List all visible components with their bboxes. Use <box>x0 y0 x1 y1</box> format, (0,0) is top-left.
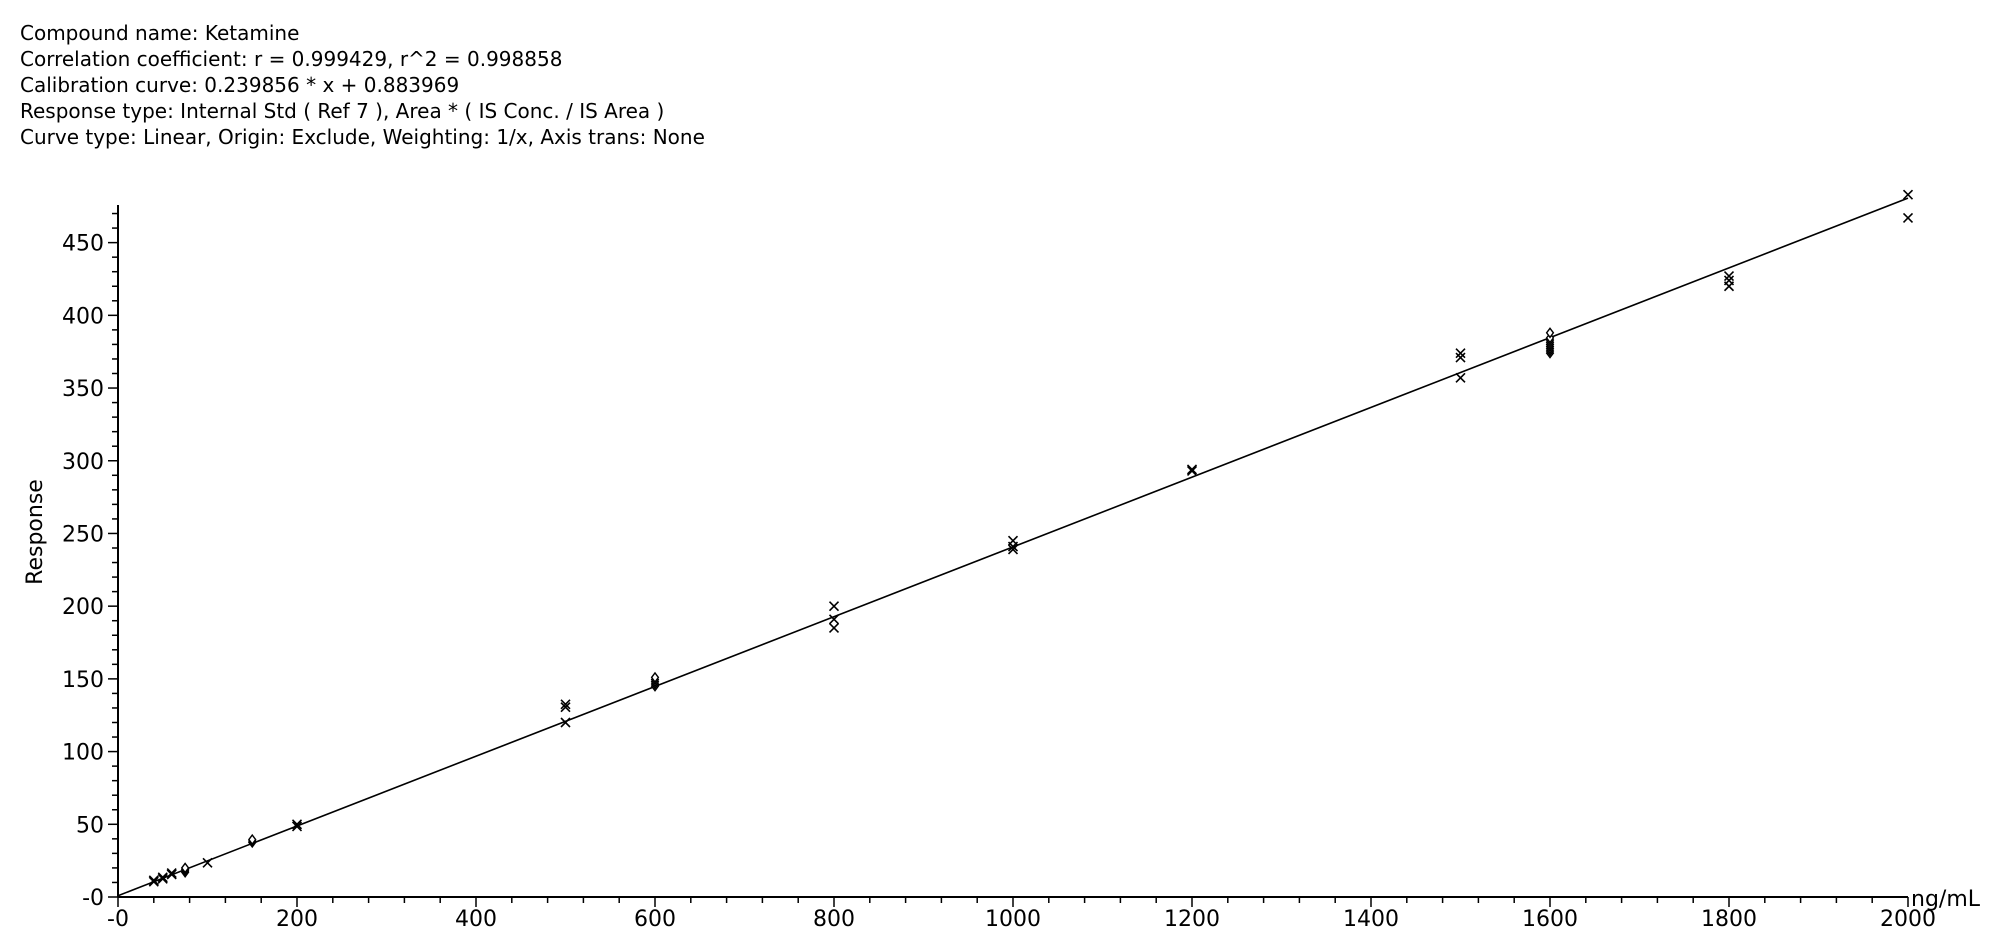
cross-marker <box>291 819 303 830</box>
cross-marker <box>828 614 840 625</box>
x-tick-label: 1000 <box>985 907 1041 932</box>
cross-marker <box>560 717 571 728</box>
diamond-marker <box>180 862 190 874</box>
cross-marker <box>1455 372 1466 383</box>
cross-marker <box>1902 189 1914 200</box>
y-tick-label: 400 <box>62 304 104 329</box>
y-tick-label: 350 <box>62 377 104 402</box>
x-tick-label: 1200 <box>1164 907 1220 932</box>
cross-marker <box>1186 464 1198 475</box>
curve-type: Curve type: Linear, Origin: Exclude, Wei… <box>20 125 705 149</box>
x-tick-label: 2000 <box>1880 907 1936 932</box>
x-tick-label: 1800 <box>1701 907 1757 932</box>
y-tick-label: 50 <box>76 813 104 838</box>
cross-marker <box>1455 352 1466 363</box>
response-type: Response type: Internal Std ( Ref 7 ), A… <box>20 99 665 123</box>
calibration-curve: Calibration curve: 0.239856 * x + 0.8839… <box>20 73 460 97</box>
cross-marker <box>202 857 213 868</box>
y-tick-label: 200 <box>62 595 104 620</box>
cross-marker <box>148 875 159 886</box>
y-tick-label: 100 <box>62 741 104 766</box>
cross-marker <box>157 872 168 883</box>
x-tick-label: -0 <box>107 907 129 932</box>
correlation-coefficient: Correlation coefficient: r = 0.999429, r… <box>20 47 563 71</box>
axes: -0 200 400 600 800 1000 1200 1400 1600 1800 2000 -0… <box>62 205 1936 932</box>
cross-marker <box>1723 271 1735 282</box>
chart-header: Compound name: Ketamine Correlation coef… <box>20 20 705 150</box>
diamond-marker <box>1545 327 1555 339</box>
compound-name: Compound name: Ketamine <box>20 21 300 45</box>
y-tick-label: 300 <box>62 450 104 475</box>
cross-marker <box>828 622 840 634</box>
cross-marker <box>1455 348 1466 359</box>
y-tick-label: 250 <box>62 522 104 547</box>
data-points <box>148 189 1914 887</box>
cross-marker <box>1723 275 1735 286</box>
cross-marker <box>1007 544 1019 555</box>
cross-marker <box>560 699 571 710</box>
cross-marker <box>1007 535 1019 546</box>
x-axis-label: ng/mL <box>1911 887 1981 912</box>
x-tick-label: 800 <box>813 907 855 932</box>
cross-marker <box>157 873 168 884</box>
cross-marker <box>828 601 840 612</box>
cross-marker <box>148 876 159 887</box>
diamond-marker <box>650 671 660 684</box>
diamond-marker <box>248 833 257 846</box>
cross-marker <box>1902 212 1914 223</box>
x-tick-label: 1600 <box>1522 907 1578 932</box>
y-tick-label: 450 <box>62 232 104 257</box>
cross-marker <box>166 869 177 880</box>
y-axis-label: Response <box>23 479 48 585</box>
x-tick-label: 600 <box>634 907 676 932</box>
x-tick-label: 1400 <box>1343 907 1399 932</box>
cross-marker <box>291 821 303 832</box>
cross-marker <box>1186 465 1198 476</box>
cross-marker <box>166 867 177 879</box>
x-tick-label: 200 <box>276 907 318 932</box>
y-tick-label: 150 <box>62 668 104 693</box>
cross-marker <box>560 702 571 713</box>
x-tick-label: 400 <box>455 907 497 932</box>
y-tick-label: -0 <box>82 886 104 911</box>
